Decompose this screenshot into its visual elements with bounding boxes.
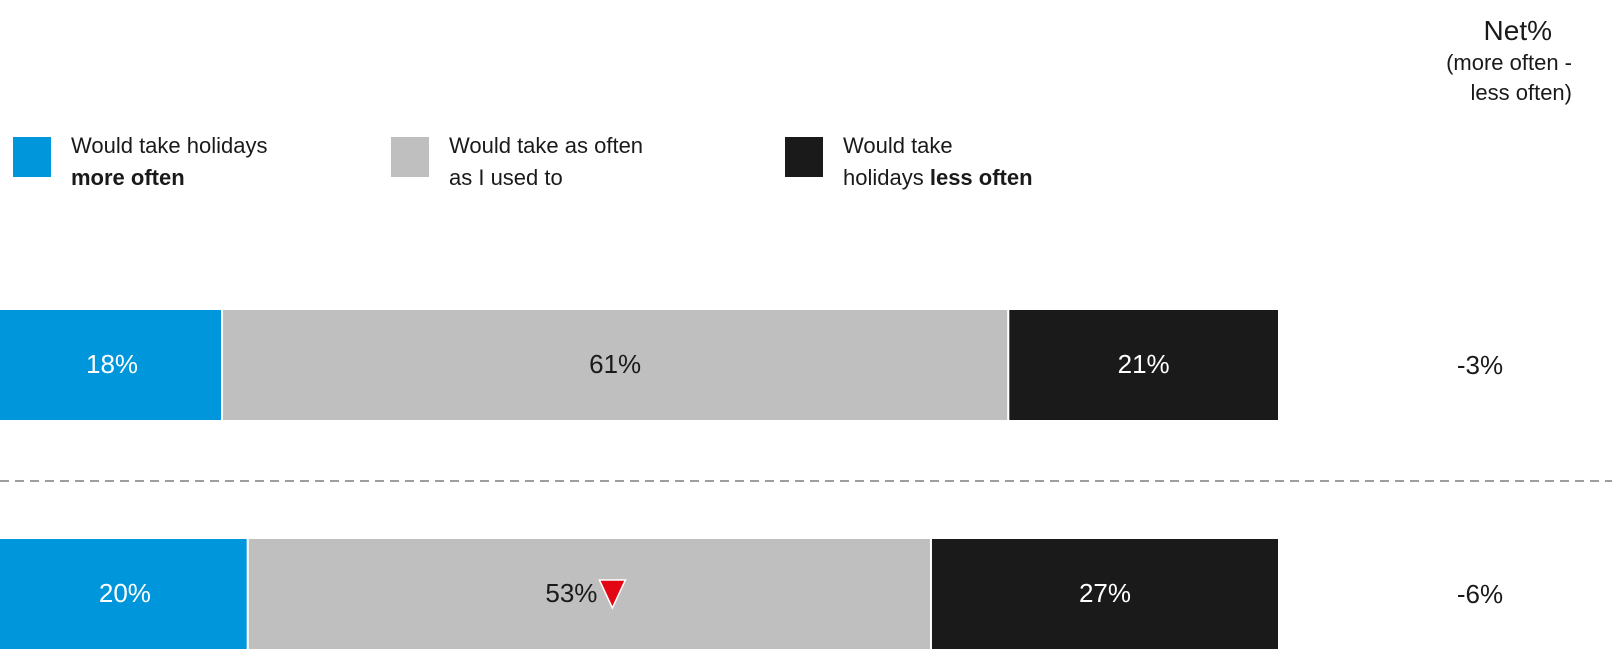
data-label-as-often-row-1: 61%: [589, 349, 641, 379]
bar-less-often-row-1: [1007, 308, 1280, 422]
net-subtitle-line-2: less often): [1470, 80, 1573, 105]
net-column-header: Net% (more often - less often): [1382, 14, 1572, 108]
data-label-less-often-row-1: 21%: [1118, 349, 1170, 379]
legend-item-less-often: Would take holidays less often: [785, 130, 1033, 194]
legend-item-as-often: Would take as often as I used to: [391, 130, 643, 194]
legend-swatch-less-often: [785, 137, 823, 177]
bar-as-often-row-1: [221, 308, 1010, 422]
legend-item-more-often: Would take holidays more often: [13, 130, 268, 194]
net-subtitle-line-1: (more often -: [1446, 50, 1572, 75]
bar-more-often-row-1: [0, 308, 224, 422]
legend-label-more-often: Would take holidays more often: [71, 133, 268, 190]
data-label-more-often-row-1: 18%: [86, 349, 138, 379]
legend-swatch-more-often: [13, 137, 51, 177]
bar-as-often-row-2: [246, 537, 932, 651]
net-title: Net%: [1483, 15, 1552, 46]
net-value-row-2: -6%: [1457, 579, 1503, 609]
legend-label-less-often: Would take holidays less often: [843, 133, 1033, 190]
data-label-less-often-row-2: 27%: [1079, 578, 1131, 608]
bar-less-often-row-2: [929, 537, 1280, 651]
bar-more-often-row-2: [0, 537, 249, 651]
data-label-as-often-row-2: 53%: [545, 578, 597, 608]
net-value-row-1: -3%: [1457, 350, 1503, 380]
legend-swatch-as-often: [391, 137, 429, 177]
legend-label-as-often: Would take as often as I used to: [449, 133, 644, 190]
significance-down-marker-row-2: [598, 579, 627, 610]
data-label-more-often-row-2: 20%: [99, 578, 151, 608]
